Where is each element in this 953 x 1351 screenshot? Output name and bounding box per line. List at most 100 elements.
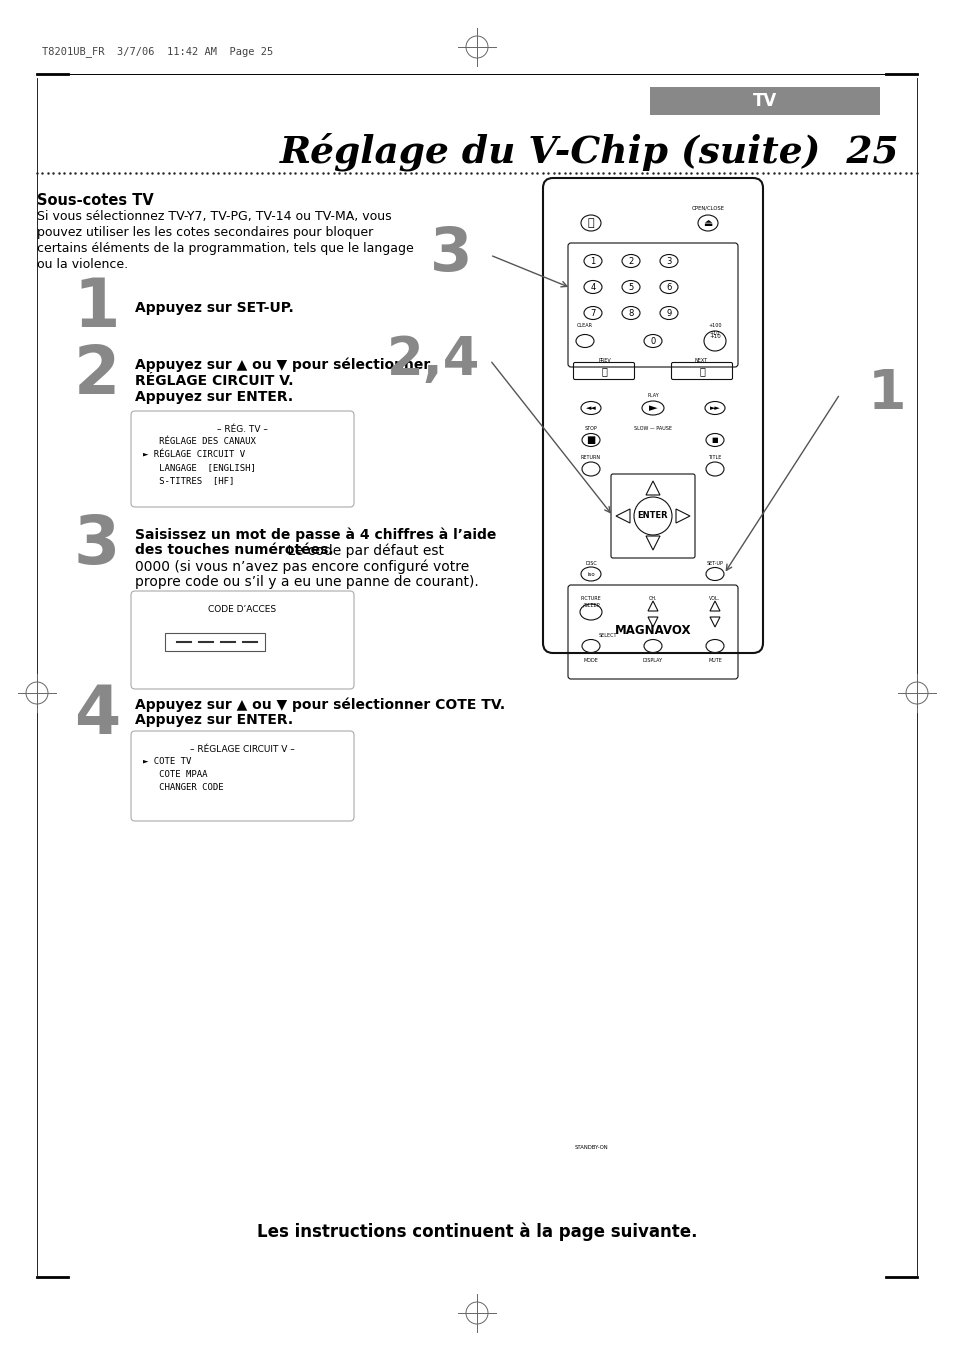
Text: ⏻: ⏻ xyxy=(587,218,594,228)
Ellipse shape xyxy=(705,567,723,581)
Text: Le code par défaut est: Le code par défaut est xyxy=(283,543,443,558)
Text: 1: 1 xyxy=(590,257,595,266)
Text: ■: ■ xyxy=(586,435,595,444)
Ellipse shape xyxy=(698,215,718,231)
Text: Réglage du V-Chip (suite)  25: Réglage du V-Chip (suite) 25 xyxy=(280,132,899,172)
Text: COTE MPAA: COTE MPAA xyxy=(143,770,208,780)
Text: STANDBY-ON: STANDBY-ON xyxy=(574,1146,607,1150)
Text: des touches numérotées.: des touches numérotées. xyxy=(135,543,334,557)
Ellipse shape xyxy=(581,462,599,476)
Text: CODE D’ACCES: CODE D’ACCES xyxy=(208,605,276,613)
Text: ⏭: ⏭ xyxy=(699,366,704,376)
Text: ◄◄: ◄◄ xyxy=(585,405,596,411)
Text: STOP: STOP xyxy=(584,426,597,431)
Text: TITLE: TITLE xyxy=(707,455,720,459)
Text: 2: 2 xyxy=(628,257,633,266)
Polygon shape xyxy=(645,481,659,494)
Text: 2,4: 2,4 xyxy=(386,334,479,386)
Text: 1: 1 xyxy=(867,367,905,422)
Text: ► COTE TV: ► COTE TV xyxy=(143,757,192,766)
Bar xyxy=(165,634,265,651)
Text: ►►: ►► xyxy=(709,405,720,411)
FancyBboxPatch shape xyxy=(649,86,879,115)
Ellipse shape xyxy=(643,639,661,653)
Text: DISC: DISC xyxy=(584,561,597,566)
Text: CHANGER CODE: CHANGER CODE xyxy=(143,784,223,792)
Text: PLAY: PLAY xyxy=(646,393,659,399)
Text: SET-UP: SET-UP xyxy=(706,561,722,566)
Polygon shape xyxy=(647,617,658,627)
Polygon shape xyxy=(616,509,629,523)
Text: 1: 1 xyxy=(73,276,120,340)
Text: 2: 2 xyxy=(73,342,120,408)
Text: 4: 4 xyxy=(73,682,120,748)
Text: TV: TV xyxy=(752,92,777,109)
Ellipse shape xyxy=(659,307,678,319)
Ellipse shape xyxy=(659,281,678,293)
Text: 3: 3 xyxy=(429,226,472,285)
Ellipse shape xyxy=(659,254,678,267)
Text: S-TITRES  [HF]: S-TITRES [HF] xyxy=(143,476,234,485)
Text: MUTE: MUTE xyxy=(707,658,721,663)
Text: Sous-cotes TV: Sous-cotes TV xyxy=(37,193,153,208)
Text: SLOW — PAUSE: SLOW — PAUSE xyxy=(634,426,671,431)
Text: 0: 0 xyxy=(650,336,655,346)
Polygon shape xyxy=(709,617,720,627)
Ellipse shape xyxy=(580,401,600,415)
Text: certains éléments de la programmation, tels que le langage: certains éléments de la programmation, t… xyxy=(37,242,414,255)
Text: PREV: PREV xyxy=(598,358,611,363)
Text: Appuyez sur ▲ ou ▼ pour sélectionner: Appuyez sur ▲ ou ▼ pour sélectionner xyxy=(135,358,430,373)
Polygon shape xyxy=(676,509,689,523)
Text: +10: +10 xyxy=(708,335,720,339)
FancyBboxPatch shape xyxy=(131,590,354,689)
Ellipse shape xyxy=(705,462,723,476)
Ellipse shape xyxy=(643,335,661,347)
Ellipse shape xyxy=(583,254,601,267)
Text: VOL.: VOL. xyxy=(709,596,720,601)
Text: LANGAGE  [ENGLISH]: LANGAGE [ENGLISH] xyxy=(143,463,255,471)
Text: 9: 9 xyxy=(666,308,671,317)
Ellipse shape xyxy=(581,434,599,446)
Text: SELECT: SELECT xyxy=(598,634,617,638)
Text: 3: 3 xyxy=(73,512,120,578)
Ellipse shape xyxy=(580,567,600,581)
Text: ► RÉGLAGE CIRCUIT V: ► RÉGLAGE CIRCUIT V xyxy=(143,450,245,459)
Text: 0000 (si vous n’avez pas encore configuré votre: 0000 (si vous n’avez pas encore configur… xyxy=(135,559,469,574)
Text: +10: +10 xyxy=(709,331,720,336)
Ellipse shape xyxy=(703,331,725,351)
Ellipse shape xyxy=(576,335,594,347)
Text: – RÉGLAGE CIRCUIT V –: – RÉGLAGE CIRCUIT V – xyxy=(190,744,294,754)
Text: MAGNAVOX: MAGNAVOX xyxy=(614,624,691,638)
Text: +100: +100 xyxy=(707,323,721,328)
Text: Les instructions continuent à la page suivante.: Les instructions continuent à la page su… xyxy=(256,1223,697,1242)
Text: CLEAR: CLEAR xyxy=(577,323,593,328)
Ellipse shape xyxy=(621,307,639,319)
Text: 3: 3 xyxy=(665,257,671,266)
Text: RÉGLAGE DES CANAUX: RÉGLAGE DES CANAUX xyxy=(143,436,255,446)
Text: 5: 5 xyxy=(628,282,633,292)
Ellipse shape xyxy=(705,639,723,653)
Text: ⏮: ⏮ xyxy=(600,366,606,376)
FancyBboxPatch shape xyxy=(131,731,354,821)
Text: – RÉG. TV –: – RÉG. TV – xyxy=(217,426,268,434)
Text: 4: 4 xyxy=(590,282,595,292)
FancyBboxPatch shape xyxy=(542,178,762,653)
Polygon shape xyxy=(647,601,658,611)
Text: 7: 7 xyxy=(590,308,595,317)
Text: T8201UB_FR  3/7/06  11:42 AM  Page 25: T8201UB_FR 3/7/06 11:42 AM Page 25 xyxy=(42,46,273,58)
Text: 6: 6 xyxy=(665,282,671,292)
Text: ENTER: ENTER xyxy=(637,512,668,520)
Text: Saisissez un mot de passe à 4 chiffres à l’aide: Saisissez un mot de passe à 4 chiffres à… xyxy=(135,527,496,542)
Text: Appuyez sur ENTER.: Appuyez sur ENTER. xyxy=(135,390,293,404)
Text: Si vous sélectionnez TV-Y7, TV-PG, TV-14 ou TV-MA, vous: Si vous sélectionnez TV-Y7, TV-PG, TV-14… xyxy=(37,209,392,223)
Ellipse shape xyxy=(705,434,723,446)
Ellipse shape xyxy=(621,254,639,267)
Text: ou la violence.: ou la violence. xyxy=(37,258,128,272)
Ellipse shape xyxy=(579,604,601,620)
Ellipse shape xyxy=(580,215,600,231)
Text: Appuyez sur SET-UP.: Appuyez sur SET-UP. xyxy=(135,301,294,315)
Text: Appuyez sur ENTER.: Appuyez sur ENTER. xyxy=(135,713,293,727)
Ellipse shape xyxy=(621,281,639,293)
Polygon shape xyxy=(709,601,720,611)
FancyBboxPatch shape xyxy=(131,411,354,507)
